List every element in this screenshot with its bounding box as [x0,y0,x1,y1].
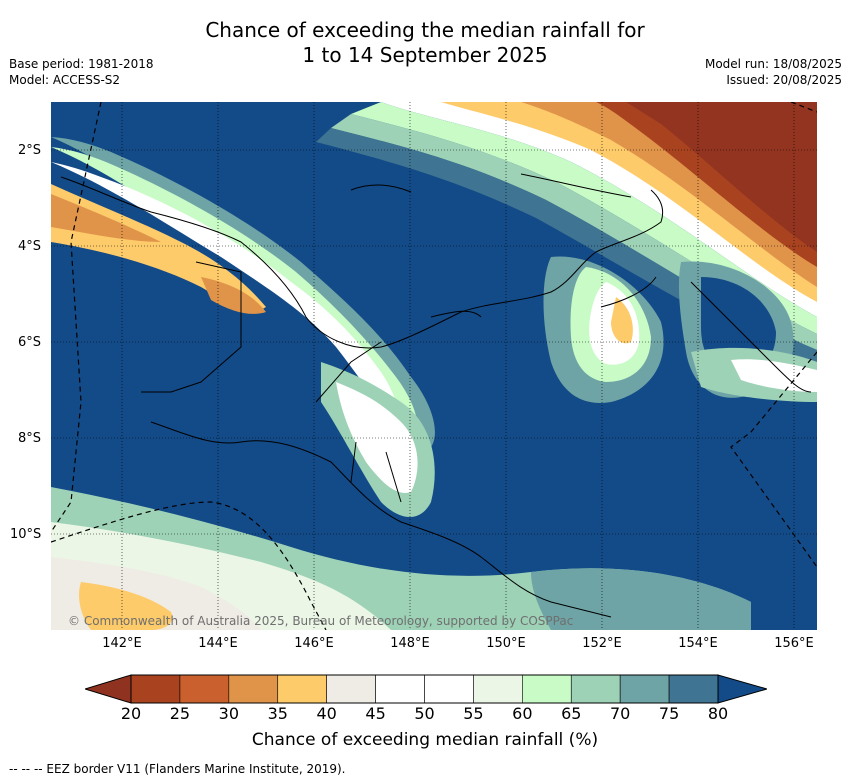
colorbar-tick-label: 75 [658,704,680,723]
eez-footnote: -- -- -- EEZ border V11 (Flanders Marine… [9,762,346,776]
colorbar-tick-label: 25 [169,704,191,723]
colorbar-tick-label: 70 [609,704,631,723]
title-line-1: Chance of exceeding the median rainfall … [205,18,645,42]
colorbar-segment [228,674,279,704]
colorbar-segment [130,674,181,704]
title-line-2: 1 to 14 September 2025 [302,43,548,67]
copyright-text: © Commonwealth of Australia 2025, Bureau… [68,614,574,628]
colorbar-segment [619,674,670,704]
colorbar-segment [277,674,327,704]
colorbar-under-arrow [85,674,132,704]
lon-label-154e: 154°E [678,636,718,651]
south-band [51,487,751,630]
lat-label-4s: 4°S [18,239,42,254]
colorbar-tick-label: 20 [120,704,142,723]
meta-left: Base period: 1981-2018 Model: ACCESS-S2 [9,56,154,88]
east-rings [543,256,817,403]
colorbar-tick-label: 40 [316,704,337,723]
colorbar-segment [375,674,425,704]
chart-title: Chance of exceeding the median rainfall … [0,18,850,68]
colorbar-segment [326,674,376,704]
model-text: Model: ACCESS-S2 [9,73,121,87]
colorbar-tick-label: 50 [414,704,435,723]
issued-text: Issued: 20/08/2025 [726,73,842,87]
rainfall-map: © Commonwealth of Australia 2025, Bureau… [51,102,817,630]
colorbar-segment [668,674,719,704]
base-period-text: Base period: 1981-2018 [9,57,154,71]
colorbar-tick-label: 30 [218,704,239,723]
colorbar-segment [473,674,523,704]
lat-label-6s: 6°S [18,335,42,350]
colorbar-tick-label: 80 [707,704,729,723]
lat-label-2s: 2°S [18,143,42,158]
lon-label-146e: 146°E [294,636,334,651]
lat-label-8s: 8°S [18,431,42,446]
lat-label-10s: 10°S [10,527,42,542]
colorbar-segment [570,674,621,704]
lon-label-156e: 156°E [774,636,814,651]
map-canvas [51,102,817,630]
meta-right: Model run: 18/08/2025 Issued: 20/08/2025 [705,56,842,88]
colorbar-tick-label: 35 [267,704,288,723]
colorbar-tick-label: 65 [561,704,582,723]
lon-label-148e: 148°E [390,636,430,651]
colorbar-outline [130,674,719,704]
lon-label-144e: 144°E [198,636,238,651]
coastlines [60,173,812,618]
colorbar-tick-label: 60 [512,704,533,723]
colorbar-tick-label: 45 [365,704,386,723]
map-gridlines [51,102,817,630]
colorbar-tick-label: 55 [463,704,484,723]
colorbar-segments [130,674,719,704]
colorbar [85,674,767,704]
colorbar-segment [424,674,474,704]
lon-label-150e: 150°E [486,636,526,651]
eez-border [51,102,817,630]
colorbar-segment [179,674,230,704]
model-run-text: Model run: 18/08/2025 [704,57,842,71]
colorbar-over-arrow [717,674,767,704]
colorbar-label: Chance of exceeding median rainfall (%) [251,730,599,750]
colorbar-segment [522,674,572,704]
central-band [321,362,435,517]
lon-label-152e: 152°E [582,636,622,651]
lon-label-142e: 142°E [102,636,142,651]
